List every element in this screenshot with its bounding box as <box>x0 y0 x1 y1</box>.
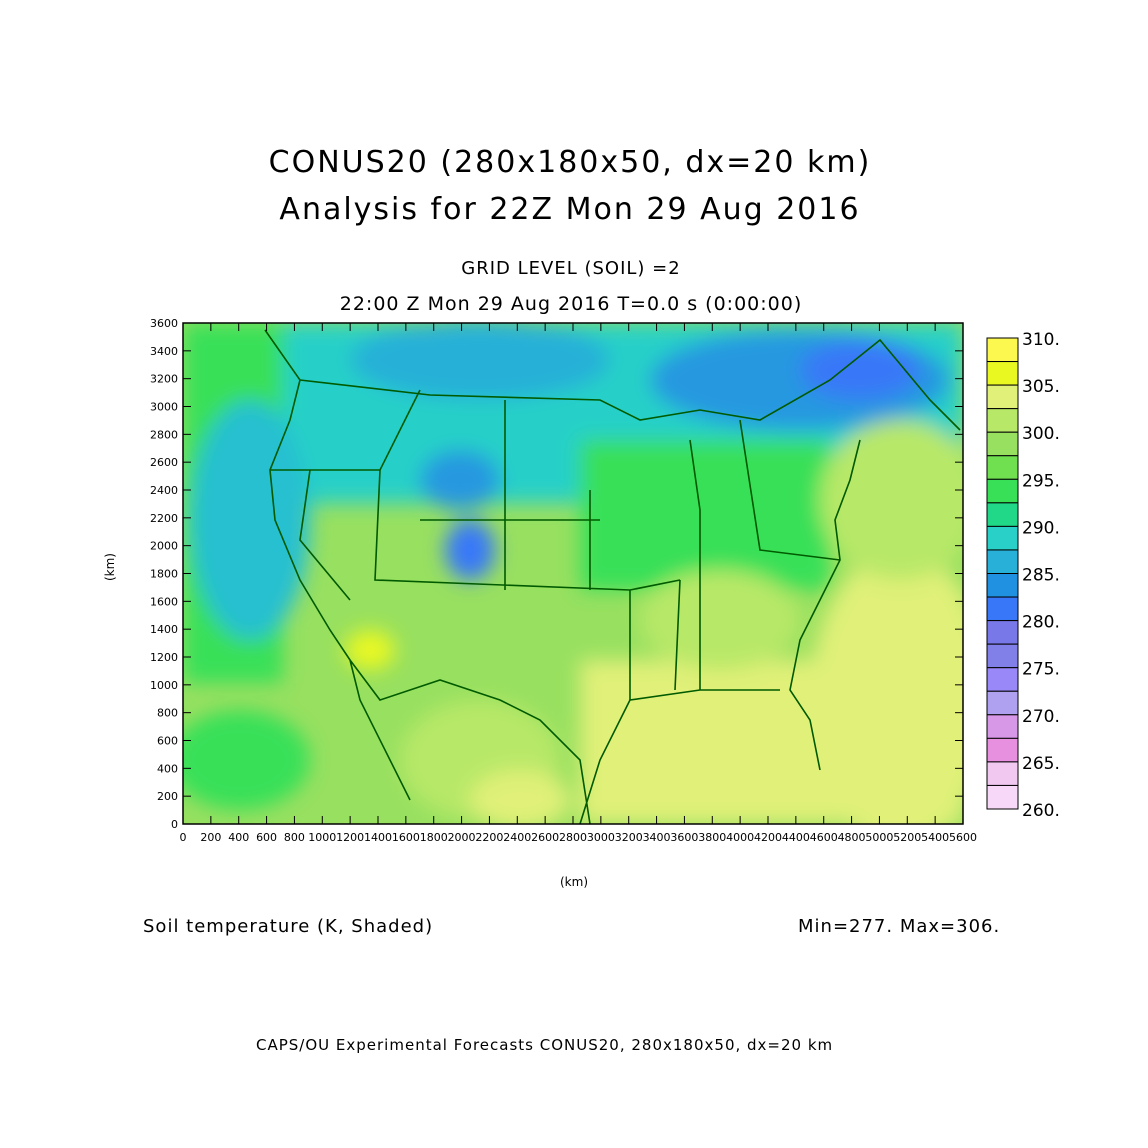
colorbar-label: 310. <box>1022 330 1060 350</box>
y-tick-label: 3600 <box>150 317 178 330</box>
y-tick-label: 800 <box>157 707 178 720</box>
y-tick-label: 2200 <box>150 512 178 525</box>
axis-ticks: 0 200 400 600 800 1000 1200 1400 1600 1800 2000 220… <box>150 317 977 844</box>
y-tick-label: 0 <box>171 818 178 831</box>
x-tick-label: 4800 <box>838 831 866 844</box>
y-tick-label: 2800 <box>150 428 178 441</box>
grid-level-label: GRID LEVEL (SOIL) =2 <box>461 258 681 279</box>
x-tick-label: 4200 <box>754 831 782 844</box>
x-tick-label: 5000 <box>865 831 893 844</box>
colorbar-bin <box>986 761 1019 786</box>
x-tick-label: 3400 <box>643 831 671 844</box>
y-axis-label: (km) <box>103 552 118 582</box>
x-tick-label: 2400 <box>503 831 531 844</box>
x-tick-label: 5200 <box>893 831 921 844</box>
y-tick-label: 1200 <box>150 651 178 664</box>
y-tick-label: 1600 <box>150 595 178 608</box>
y-tick-label: 3400 <box>150 345 178 358</box>
field-label: Soil temperature (K, Shaded) <box>143 916 434 937</box>
x-tick-label: 600 <box>256 831 277 844</box>
colorbar-label: 290. <box>1022 518 1060 538</box>
colorbar-label: 295. <box>1022 471 1060 491</box>
x-axis-label: (km) <box>560 875 589 889</box>
y-tick-label: 3000 <box>150 401 178 414</box>
colorbar-bin <box>986 690 1019 716</box>
credit-line: CAPS/OU Experimental Forecasts CONUS20, … <box>256 1036 834 1054</box>
colorbar-bin <box>986 408 1019 433</box>
y-tick-label: 1000 <box>150 679 178 692</box>
colorbar-label: 285. <box>1022 566 1060 586</box>
colorbar-label: 275. <box>1022 660 1060 680</box>
x-tick-label: 1600 <box>392 831 420 844</box>
colorbar-bin <box>986 714 1019 739</box>
colorbar-bin <box>986 737 1019 763</box>
x-tick-label: 2000 <box>448 831 476 844</box>
x-tick-label: 5400 <box>921 831 949 844</box>
x-tick-label: 2600 <box>531 831 559 844</box>
x-tick-label: 3600 <box>670 831 698 844</box>
colorbar-bin <box>986 502 1019 527</box>
x-tick-label: 2800 <box>559 831 587 844</box>
x-tick-label: 400 <box>228 831 249 844</box>
colorbar-bin <box>986 431 1019 457</box>
x-tick-label: 200 <box>200 831 221 844</box>
colorbar-bin <box>986 384 1019 410</box>
x-tick-label: 1200 <box>336 831 364 844</box>
x-tick-label: 0 <box>180 831 187 844</box>
y-tick-label: 2400 <box>150 484 178 497</box>
y-tick-label: 1400 <box>150 623 178 636</box>
colorbar-bin <box>986 337 1019 363</box>
x-tick-label: 4000 <box>726 831 754 844</box>
colorbar-label: 300. <box>1022 424 1060 444</box>
colorbar-bin <box>986 573 1019 598</box>
min-max-label: Min=277. Max=306. <box>798 916 1001 937</box>
y-tick-label: 3200 <box>150 373 178 386</box>
map-plot: 0 200 400 600 800 1000 1200 1400 1600 1800 2000 220… <box>150 317 1060 844</box>
title-line-1: CONUS20 (280x180x50, dx=20 km) <box>268 145 872 180</box>
colorbar-label: 305. <box>1022 377 1060 397</box>
colorbar-bin <box>986 478 1019 504</box>
colorbar-bin <box>986 596 1019 622</box>
colorbar: 310. 305. 300. 295. 290. 285. 280. 275. 270. 265.… <box>986 330 1060 821</box>
y-tick-label: 200 <box>157 790 178 803</box>
colorbar-label: 265. <box>1022 754 1060 774</box>
x-tick-label: 1800 <box>420 831 448 844</box>
colorbar-bin <box>986 455 1019 480</box>
colorbar-label: 260. <box>1022 801 1060 821</box>
colorbar-bin <box>986 549 1019 575</box>
y-tick-label: 2600 <box>150 456 178 469</box>
soil-temperature-field <box>183 323 963 824</box>
x-tick-label: 2200 <box>475 831 503 844</box>
time-label: 22:00 Z Mon 29 Aug 2016 T=0.0 s (0:00:00… <box>339 293 803 315</box>
x-tick-label: 1400 <box>364 831 392 844</box>
y-tick-label: 600 <box>157 735 178 748</box>
colorbar-bin <box>986 784 1019 810</box>
colorbar-label: 280. <box>1022 613 1060 633</box>
x-tick-label: 4400 <box>782 831 810 844</box>
x-tick-label: 5600 <box>949 831 977 844</box>
x-tick-label: 1000 <box>308 831 336 844</box>
colorbar-label: 270. <box>1022 707 1060 727</box>
x-tick-label: 800 <box>284 831 305 844</box>
coastline-and-borders <box>264 329 961 824</box>
colorbar-bin <box>986 620 1019 645</box>
title-line-2: Analysis for 22Z Mon 29 Aug 2016 <box>279 192 861 227</box>
colorbar-bin <box>986 667 1019 692</box>
x-tick-label: 4600 <box>810 831 838 844</box>
y-tick-label: 2000 <box>150 540 178 553</box>
y-tick-label: 1800 <box>150 568 178 581</box>
y-tick-label: 400 <box>157 762 178 775</box>
colorbar-bin <box>986 361 1019 386</box>
x-tick-label: 3800 <box>698 831 726 844</box>
x-tick-label: 3000 <box>587 831 615 844</box>
colorbar-bin <box>986 643 1019 669</box>
colorbar-bin <box>986 525 1019 551</box>
x-tick-label: 3200 <box>615 831 643 844</box>
